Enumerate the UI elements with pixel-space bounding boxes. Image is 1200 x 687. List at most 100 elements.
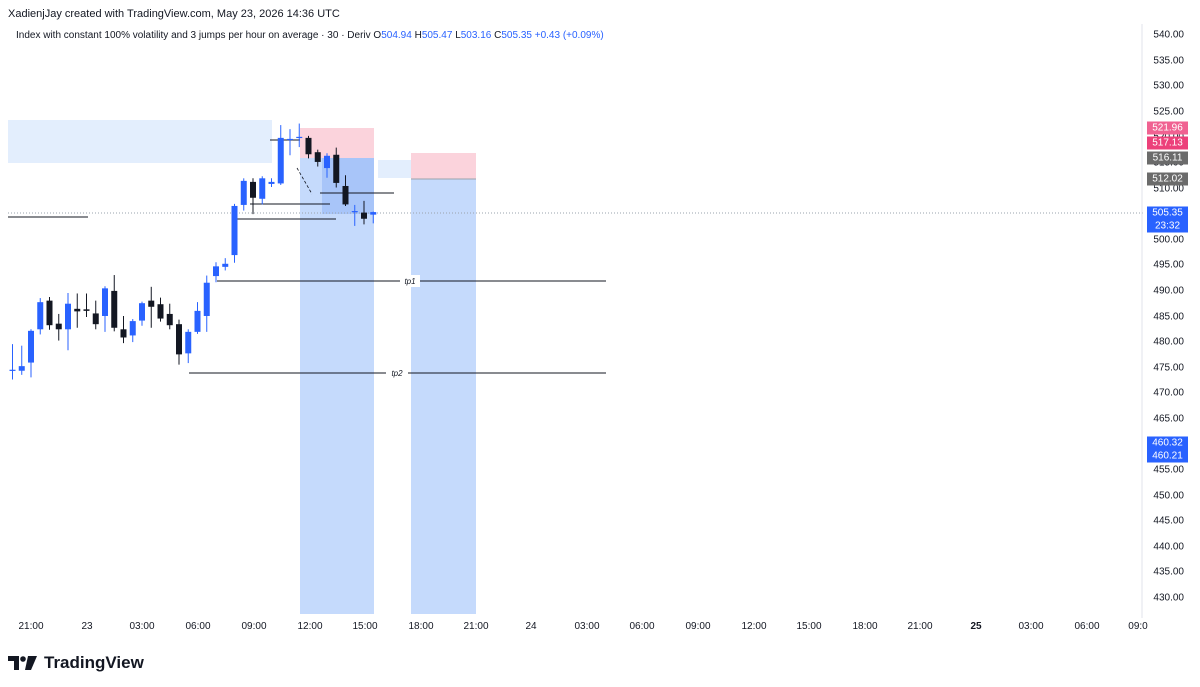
change-value: +0.43 (+0.09%) <box>534 30 604 41</box>
tp1-line[interactable]: tp1 <box>217 275 606 287</box>
candle-body <box>203 282 210 316</box>
candle <box>314 149 321 167</box>
candle-body <box>351 211 358 213</box>
candle <box>277 125 284 185</box>
candle-body <box>92 313 99 325</box>
time-tick: 15:00 <box>352 621 378 632</box>
candle <box>92 300 99 330</box>
target-zone-1[interactable] <box>300 158 374 614</box>
candle-body <box>213 266 219 277</box>
close-label: C <box>494 30 502 41</box>
candle <box>166 303 173 330</box>
time-tick: 12:00 <box>297 621 323 632</box>
candle <box>129 319 136 343</box>
low-value: 503.16 <box>460 30 492 41</box>
price-tick: 500.00 <box>1153 234 1184 246</box>
price-tick: 465.00 <box>1153 413 1184 425</box>
price-chart[interactable]: tp1 tp2 <box>0 0 1143 618</box>
candle-body <box>287 138 293 141</box>
path-arrow[interactable] <box>296 167 313 195</box>
candle-body <box>18 366 25 371</box>
candle <box>74 293 81 328</box>
tp2-label: tp2 <box>391 369 403 378</box>
candle-body <box>268 181 275 184</box>
candle <box>111 275 118 332</box>
stop-zone-2[interactable] <box>411 153 476 179</box>
price-badge: 23:32 <box>1147 219 1188 233</box>
open-label: O <box>373 30 382 41</box>
supply-zone[interactable] <box>8 120 272 163</box>
candle <box>157 297 164 322</box>
candle <box>351 204 358 226</box>
candle <box>46 297 53 330</box>
candle <box>333 147 340 188</box>
candle-body <box>314 152 321 162</box>
tp2-line[interactable]: tp2 <box>189 367 606 379</box>
candle <box>259 176 266 205</box>
time-axis[interactable]: 21:00 23 03:00 06:00 09:00 12:00 15:00 18:00 21:… <box>0 618 1150 636</box>
candle-series <box>9 123 377 380</box>
time-tick: 15:00 <box>796 621 822 632</box>
candle-body <box>65 303 71 330</box>
price-badge: 460.21 <box>1147 449 1188 463</box>
candle-body <box>102 288 108 316</box>
time-tick: 21:00 <box>463 621 489 632</box>
footer-logo: TradingView <box>8 653 144 672</box>
price-tick: 440.00 <box>1153 541 1184 553</box>
price-tick: 445.00 <box>1153 515 1184 527</box>
candle <box>9 344 16 380</box>
time-tick: 03:00 <box>1018 621 1044 632</box>
target-zone-2[interactable] <box>411 179 476 614</box>
time-tick: 21:00 <box>18 621 44 632</box>
time-tick: 06:00 <box>185 621 211 632</box>
candle <box>250 178 256 215</box>
candle <box>55 313 62 341</box>
candle-body <box>185 331 192 354</box>
candle <box>176 319 182 365</box>
price-tick: 455.00 <box>1153 464 1184 476</box>
candle <box>185 329 192 364</box>
candle-body <box>259 178 266 199</box>
stop-zone-1[interactable] <box>300 128 374 158</box>
candle-body <box>46 300 53 326</box>
time-tick: 09:00 <box>241 621 267 632</box>
candle-body <box>305 137 312 155</box>
candle-body <box>296 136 303 139</box>
price-badge: 505.35 <box>1147 206 1188 220</box>
candle-body <box>9 369 16 371</box>
candle-body <box>176 324 182 355</box>
tradingview-logo-icon <box>8 656 37 670</box>
price-tick: 525.00 <box>1153 106 1184 118</box>
candle-body <box>370 212 377 215</box>
candle-body <box>157 304 164 319</box>
candle-body <box>250 181 256 198</box>
candle-body <box>83 309 90 311</box>
price-badge: 517.13 <box>1147 136 1188 150</box>
candle-body <box>129 321 136 336</box>
time-tick: 03:00 <box>574 621 600 632</box>
time-tick: 03:00 <box>129 621 155 632</box>
candle-body <box>74 308 81 312</box>
time-tick: 24 <box>525 621 537 632</box>
candle <box>361 200 367 225</box>
candle-body <box>139 303 145 321</box>
price-tick: 430.00 <box>1153 592 1184 604</box>
price-tick: 435.00 <box>1153 566 1184 578</box>
price-tick: 490.00 <box>1153 285 1184 297</box>
price-tick: 540.00 <box>1153 29 1184 41</box>
brand-name: TradingView <box>44 653 144 672</box>
candle <box>83 293 90 318</box>
price-tick: 535.00 <box>1153 55 1184 67</box>
candle-body <box>194 310 201 332</box>
low-label: L <box>455 30 461 41</box>
price-tick: 470.00 <box>1153 387 1184 399</box>
candle-body <box>55 323 62 330</box>
price-axis[interactable]: 540.00535.00530.00525.00520.00515.00510.… <box>1143 24 1200 618</box>
candle-body <box>342 185 349 205</box>
candle <box>268 178 275 188</box>
candle <box>231 203 238 263</box>
time-tick: 21:00 <box>907 621 933 632</box>
candle <box>65 292 71 351</box>
chart-credit: XadienjJay created with TradingView.com,… <box>8 8 340 20</box>
symbol-legend: Index with constant 100% volatility and … <box>16 30 604 41</box>
